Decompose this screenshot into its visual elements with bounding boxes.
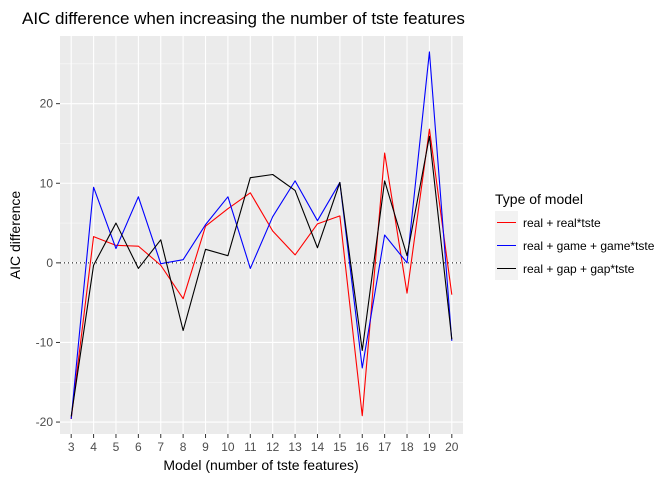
legend-title: Type of model xyxy=(495,191,583,207)
chart-title: AIC difference when increasing the numbe… xyxy=(22,9,465,28)
y-tick-label: -20 xyxy=(36,415,54,429)
series-line-2 xyxy=(70,51,453,419)
legend-label-3: real + gap + gap*tste xyxy=(523,262,635,276)
legend: Type of model real + real*tste real + gam… xyxy=(495,191,655,280)
x-axis-title: Model (number of tste features) xyxy=(163,457,358,473)
series-line-3 xyxy=(70,135,453,417)
x-tick-label: 17 xyxy=(378,440,392,454)
y-tick-label: 20 xyxy=(40,97,54,111)
y-tick-label: 10 xyxy=(40,176,54,190)
y-axis-ticks: -20 -10 0 10 20 xyxy=(36,97,60,429)
legend-label-2: real + game + game*tste xyxy=(523,239,655,253)
x-tick-label: 16 xyxy=(356,440,370,454)
plot-panel xyxy=(60,36,463,434)
y-tick-label: -10 xyxy=(36,335,54,349)
x-tick-label: 19 xyxy=(423,440,437,454)
x-tick-label: 5 xyxy=(113,440,120,454)
series-lines xyxy=(70,51,453,419)
series-line-1 xyxy=(70,128,453,419)
y-axis-title: AIC difference xyxy=(7,191,23,280)
legend-label-1: real + real*tste xyxy=(523,216,601,230)
x-tick-label: 7 xyxy=(157,440,164,454)
x-tick-label: 14 xyxy=(311,440,325,454)
x-tick-label: 12 xyxy=(266,440,280,454)
x-tick-label: 20 xyxy=(445,440,459,454)
x-axis-ticks: 3 4 5 6 7 8 9 10 11 12 13 14 15 16 17 18 19 20 xyxy=(68,434,459,454)
x-tick-label: 13 xyxy=(288,440,302,454)
x-tick-label: 11 xyxy=(244,440,257,454)
x-tick-label: 6 xyxy=(135,440,142,454)
y-tick-label: 0 xyxy=(46,256,53,270)
x-tick-label: 3 xyxy=(68,440,75,454)
x-tick-label: 18 xyxy=(400,440,414,454)
x-tick-label: 15 xyxy=(333,440,347,454)
x-tick-label: 4 xyxy=(90,440,97,454)
x-tick-label: 9 xyxy=(202,440,209,454)
x-tick-label: 10 xyxy=(221,440,235,454)
x-tick-label: 8 xyxy=(180,440,187,454)
